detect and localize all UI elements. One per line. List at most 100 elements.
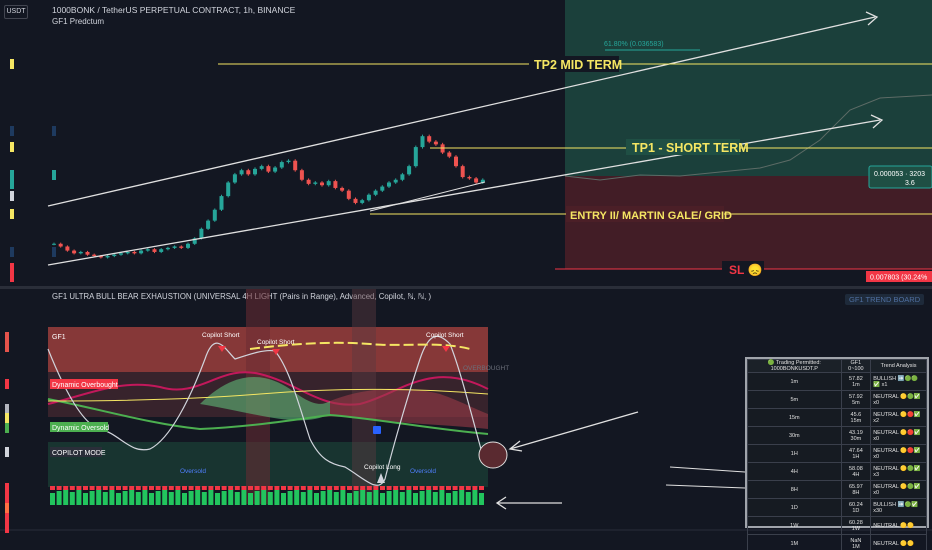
indicator-chart[interactable]: Copilot Short Copilot Short Copilot Shor… [0,289,932,549]
candle-body [132,251,137,254]
indicator-badge [5,379,9,389]
hist-bar [399,492,405,505]
candle-body [346,190,351,199]
hist-cap [50,486,55,490]
hist-bar [360,489,366,505]
hist-cap [254,486,260,490]
candle-body [179,246,184,248]
trend-cell-trend: NEUTRAL 🟡🟢✅ x0 [870,480,927,499]
trend-cell-gf: 45.6 15m [840,408,872,427]
hist-cap [142,486,148,490]
candle-body [366,194,371,201]
hist-bar [347,493,352,505]
dyn-os-label: Dynamic Oversold [52,425,109,432]
hist-bar [168,492,174,505]
hist-cap [248,486,253,490]
hist-cap [182,486,187,490]
trend-cell-gf: 65.97 8H [840,480,872,499]
candle-body [159,249,164,252]
candle-body [293,160,298,171]
hist-cap [63,486,69,490]
hist-cap [366,486,372,490]
copilot-short-1: Copilot Short [202,332,240,339]
price-badge [10,247,14,257]
hist-cap [208,486,214,490]
hist-bar [274,490,280,505]
trend-cell-gf: NaN 1M [840,534,872,550]
candle-body [360,200,365,203]
hist-cap [69,486,75,490]
candle-body [92,254,97,257]
hist-bar [340,490,346,505]
hist-cap [340,486,346,490]
hist-cap [122,486,128,490]
candle-body [232,174,237,183]
hist-bar [215,493,220,505]
hist-cap [83,486,88,490]
hist-cap [221,486,227,490]
hist-bar [261,489,267,505]
chart-subtitle: GF1 Predctum [52,17,105,26]
trend-cell-gf: 47.64 1H [840,444,872,463]
candle-body [259,166,264,169]
indicator-badge [5,447,9,457]
hist-bar [241,490,247,505]
hist-bar [142,490,148,505]
hist-bar [149,493,154,505]
hist-cap [333,486,339,490]
trend-row: 1H 47.64 1H NEUTRAL 🟡🔴✅ x0 [747,444,927,463]
hist-bar [195,489,201,505]
hist-cap [228,486,234,490]
candle-body [427,136,432,142]
candle-body [98,256,103,258]
candle-body [266,166,271,172]
price-badges [0,0,120,286]
candle-body [199,228,204,239]
hist-bar [228,489,234,505]
hist-bar [366,492,372,505]
pointer-line-2 [665,484,746,489]
hist-bar [386,491,392,505]
tp1-label: TP1 - SHORT TERM [632,141,749,155]
trend-cell-trend: NEUTRAL 🟡🟡 [870,534,927,550]
hist-cap [76,486,82,490]
hist-cap [149,486,154,490]
indicator-badge [5,513,9,523]
hist-bar [69,492,75,505]
candle-body [253,168,257,175]
hist-bar [76,490,82,505]
hist-cap [175,486,181,490]
hist-cap [426,486,432,490]
trend-board-button[interactable]: GF1 TREND BOARD [845,294,925,305]
hist-bar [314,493,319,505]
tb-header-pair: 🟢 Trading Permitted: 1000BONKUSDT.P [747,359,842,373]
hist-bar [459,489,465,505]
candle-body [206,220,211,229]
candle-body [413,147,418,167]
hist-cap [399,486,405,490]
histogram [50,486,484,505]
candle-body [286,160,291,163]
hist-cap [116,486,121,490]
candle-body [239,170,244,175]
trend-cell-tf: 4H [747,462,842,481]
sl-box[interactable] [866,271,932,282]
time-axis[interactable] [0,532,932,550]
trend-cell-tf: 5m [747,390,842,409]
candle-body [139,250,144,254]
indicator-badge [5,404,9,414]
hist-cap [215,486,220,490]
oversold-2: Oversold [410,468,436,475]
pane-divider[interactable] [0,286,932,289]
hist-cap [479,486,484,490]
candle-body [400,174,405,180]
hist-bar [89,491,95,505]
hist-cap [287,486,293,490]
position-box[interactable] [868,165,932,189]
symbol-button[interactable]: USDT [4,5,28,19]
indicator-badge [5,423,9,433]
candle-body [313,182,318,184]
hist-bar [96,489,102,505]
position-box-line2: 3.6 [905,180,915,187]
